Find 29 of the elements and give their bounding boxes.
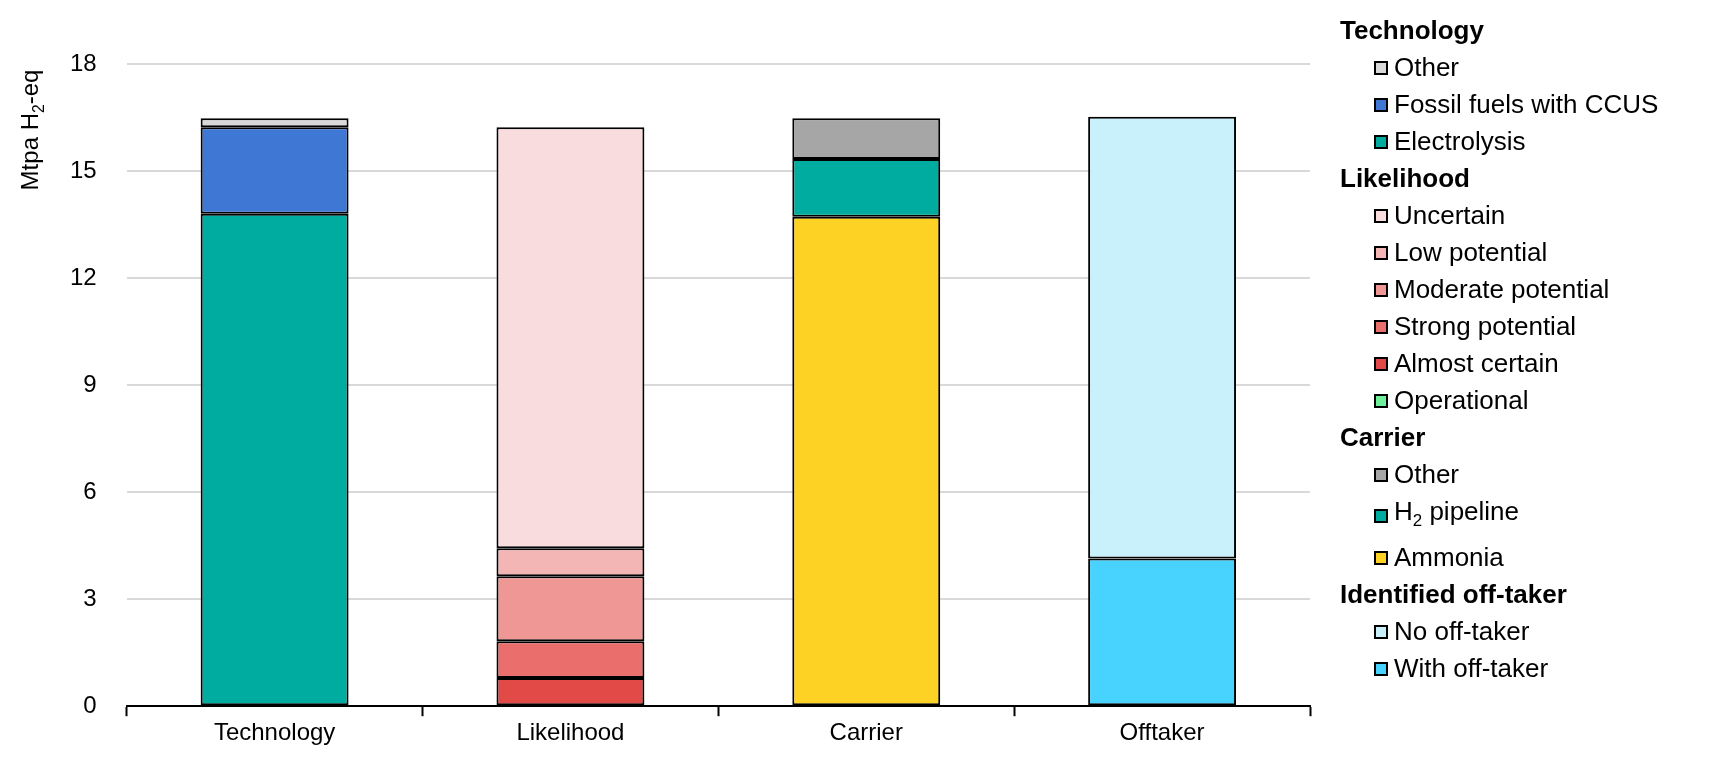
legend-label: With off-taker <box>1394 652 1549 686</box>
legend-label: H$_{2}$ pipeline <box>1394 495 1520 533</box>
legend-label: Almost certain <box>1394 347 1559 380</box>
legend-label: Electrolysis <box>1394 125 1526 158</box>
legend-label: Low potential <box>1394 236 1548 269</box>
legend-label: Uncertain <box>1394 199 1506 232</box>
legend-label: No off-taker <box>1394 615 1530 649</box>
text: Likelihood <box>1340 162 1471 195</box>
legend-label: Other <box>1394 458 1460 491</box>
y-tick-label: 3 <box>83 583 97 611</box>
y-tick-label: 15 <box>69 155 97 183</box>
legend-label: Moderate potential <box>1394 273 1610 306</box>
legend-label: Operational <box>1394 384 1529 417</box>
text: Identified off-taker <box>1340 578 1568 612</box>
x-tick-label: Likelihood <box>516 718 625 746</box>
legend-label: Fossil fuels with CCUS <box>1394 88 1659 121</box>
y-tick-label: 18 <box>69 48 97 76</box>
y-tick-label: 0 <box>83 690 97 718</box>
x-tick-label: Technology <box>213 718 336 746</box>
legend-label: Strong potential <box>1394 310 1577 343</box>
text: Carrier <box>1340 421 1427 454</box>
y-tick-label: 6 <box>83 476 97 504</box>
x-tick-label: Carrier <box>829 718 903 746</box>
y-tick-label: 9 <box>83 369 97 397</box>
legend-label: Ammonia <box>1394 541 1504 575</box>
y-tick-label: 12 <box>69 262 97 290</box>
text: Technology <box>1340 14 1485 47</box>
legend-label: Other <box>1394 51 1460 84</box>
x-tick-label: Offtaker <box>1119 718 1205 746</box>
